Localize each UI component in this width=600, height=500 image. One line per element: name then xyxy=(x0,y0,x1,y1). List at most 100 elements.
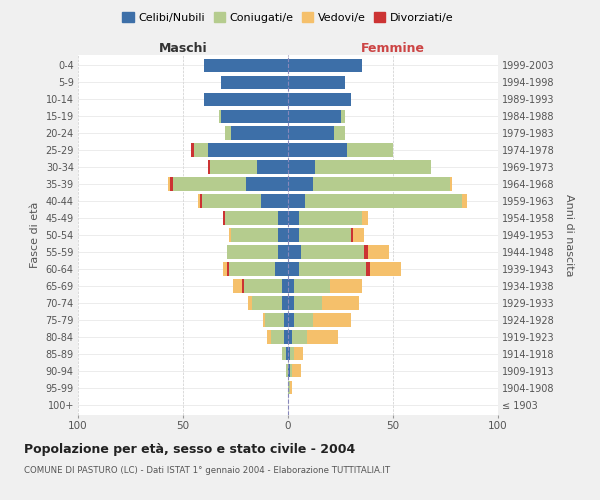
Bar xyxy=(299,262,366,276)
Bar xyxy=(288,246,301,258)
Bar xyxy=(263,314,265,326)
Bar xyxy=(288,364,290,378)
Bar xyxy=(288,76,345,89)
Bar xyxy=(288,126,334,140)
Bar xyxy=(299,228,351,241)
Bar xyxy=(288,381,290,394)
Bar xyxy=(218,110,221,123)
Bar xyxy=(295,296,322,310)
Bar xyxy=(257,160,288,173)
Bar xyxy=(204,92,288,106)
Bar xyxy=(229,262,275,276)
Bar xyxy=(284,330,288,344)
Text: Maschi: Maschi xyxy=(158,42,208,55)
Bar xyxy=(288,212,299,224)
Bar xyxy=(286,364,288,378)
Bar xyxy=(463,194,467,207)
Bar xyxy=(271,330,284,344)
Bar xyxy=(295,347,303,360)
Bar xyxy=(168,178,170,190)
Bar xyxy=(221,76,288,89)
Bar xyxy=(173,178,246,190)
Bar xyxy=(275,262,288,276)
Bar xyxy=(288,58,361,72)
Bar xyxy=(229,228,232,241)
Bar xyxy=(322,296,359,310)
Bar xyxy=(286,347,288,360)
Bar xyxy=(265,314,284,326)
Text: Popolazione per età, sesso e stato civile - 2004: Popolazione per età, sesso e stato civil… xyxy=(24,442,355,456)
Bar xyxy=(210,160,257,173)
Bar xyxy=(307,330,338,344)
Bar xyxy=(227,262,229,276)
Bar xyxy=(288,194,305,207)
Legend: Celibi/Nubili, Coniugati/e, Vedovi/e, Divorziati/e: Celibi/Nubili, Coniugati/e, Vedovi/e, Di… xyxy=(118,8,458,28)
Bar xyxy=(191,144,193,156)
Bar xyxy=(351,228,353,241)
Bar xyxy=(288,347,290,360)
Bar xyxy=(227,246,277,258)
Bar xyxy=(277,246,288,258)
Bar xyxy=(370,262,401,276)
Bar xyxy=(290,364,292,378)
Bar xyxy=(364,246,368,258)
Bar xyxy=(288,314,295,326)
Bar xyxy=(450,178,452,190)
Bar xyxy=(208,160,210,173)
Bar xyxy=(288,110,341,123)
Bar xyxy=(290,381,292,394)
Text: Femmine: Femmine xyxy=(361,42,425,55)
Bar xyxy=(288,160,316,173)
Bar xyxy=(198,194,200,207)
Bar xyxy=(288,330,292,344)
Bar xyxy=(260,194,288,207)
Bar xyxy=(347,144,393,156)
Bar xyxy=(277,228,288,241)
Y-axis label: Fasce di età: Fasce di età xyxy=(30,202,40,268)
Bar xyxy=(295,280,330,292)
Bar xyxy=(353,228,364,241)
Bar xyxy=(193,144,208,156)
Bar xyxy=(284,314,288,326)
Bar xyxy=(301,246,364,258)
Bar xyxy=(277,212,288,224)
Bar xyxy=(366,262,370,276)
Bar xyxy=(299,212,361,224)
Bar xyxy=(313,314,351,326)
Bar xyxy=(225,212,277,224)
Bar xyxy=(305,194,463,207)
Bar xyxy=(288,262,299,276)
Bar xyxy=(368,246,389,258)
Bar xyxy=(282,280,288,292)
Bar xyxy=(313,178,450,190)
Bar xyxy=(246,178,288,190)
Bar xyxy=(330,280,361,292)
Bar xyxy=(200,194,202,207)
Bar xyxy=(295,314,313,326)
Bar xyxy=(292,364,301,378)
Bar xyxy=(223,262,227,276)
Bar xyxy=(204,58,288,72)
Bar xyxy=(288,144,347,156)
Bar xyxy=(316,160,431,173)
Bar xyxy=(361,212,368,224)
Bar xyxy=(282,296,288,310)
Y-axis label: Anni di nascita: Anni di nascita xyxy=(565,194,574,276)
Bar xyxy=(242,280,244,292)
Bar xyxy=(288,92,351,106)
Bar xyxy=(208,144,288,156)
Bar xyxy=(248,296,252,310)
Bar xyxy=(221,110,288,123)
Bar xyxy=(202,194,260,207)
Bar xyxy=(288,228,299,241)
Bar xyxy=(244,280,282,292)
Bar xyxy=(292,330,307,344)
Bar xyxy=(288,178,313,190)
Bar xyxy=(223,212,225,224)
Bar xyxy=(290,347,295,360)
Bar xyxy=(334,126,344,140)
Bar xyxy=(288,280,295,292)
Bar xyxy=(288,296,295,310)
Bar xyxy=(341,110,344,123)
Bar xyxy=(225,126,232,140)
